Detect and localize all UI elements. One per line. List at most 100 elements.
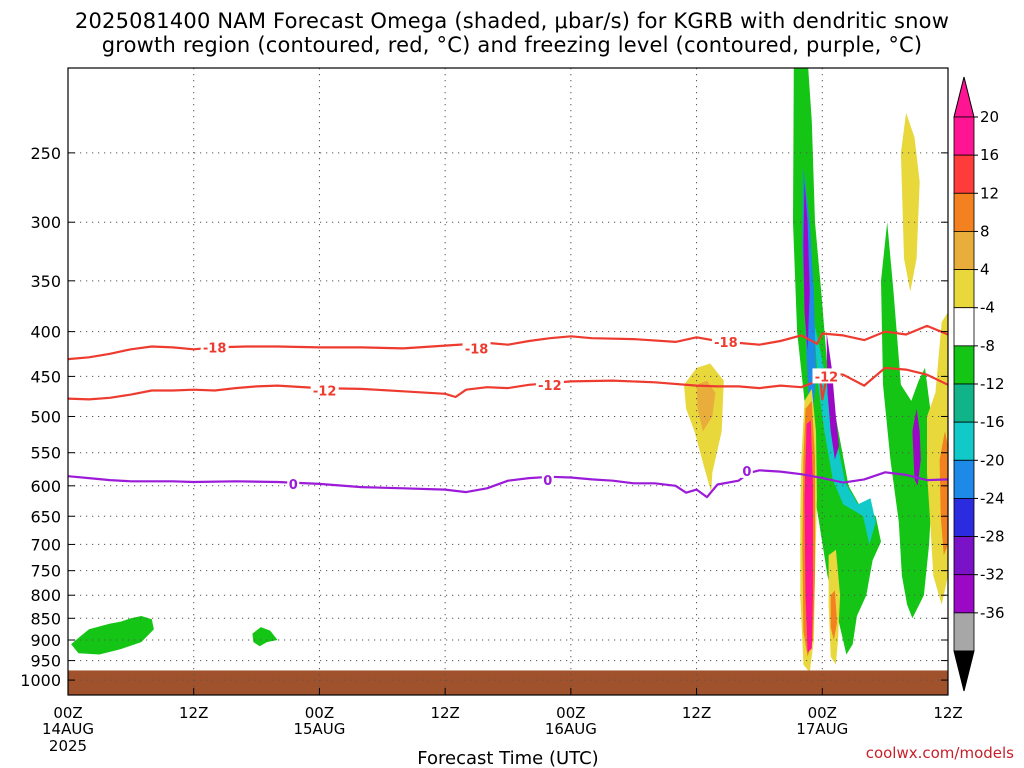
y-tick-label: 750 [30, 562, 61, 581]
omega-region-lowlevel-lift-1 [71, 616, 154, 655]
y-tick-label: 950 [30, 652, 61, 671]
omega-region-downdraft-magenta [804, 420, 813, 653]
colorbar-label: -24 [980, 489, 1005, 507]
colorbar-label: 16 [980, 146, 999, 164]
plot-content: -18 -18 -18 -12 -12 -12 0 0 0 [68, 68, 948, 695]
contour-label: 0 [543, 474, 552, 489]
x-tick-date-label: 16AUG [545, 720, 597, 738]
contour-label-bg [711, 333, 740, 349]
contour-label-bg [812, 368, 841, 384]
contour-label: -12 [538, 379, 562, 394]
y-tick-label: 250 [30, 144, 61, 163]
contour-label-bg [310, 382, 339, 398]
omega-region-updraft-purple-1 [803, 182, 810, 351]
omega-region-downdraft-orange-1 [696, 380, 716, 432]
x-tick-label: 00Z [53, 704, 82, 722]
x-tick-date-label: 14AUG [42, 720, 94, 738]
contour-label-bg [200, 339, 229, 355]
contour-label: -12 [815, 370, 839, 385]
colorbar-swatch [953, 383, 975, 423]
colorbar-swatch [953, 574, 975, 614]
colorbar-swatch [953, 231, 975, 270]
y-tick-label: 550 [30, 444, 61, 463]
contour-label-bg [462, 340, 491, 356]
colorbar-label: -8 [980, 337, 995, 355]
chart-title-line-2: growth region (contoured, red, °C) and f… [101, 33, 923, 57]
contour-label: 0 [742, 465, 751, 480]
contour-label: -18 [203, 341, 227, 356]
omega-region-downdraft-orange-4 [830, 590, 837, 640]
y-tick-label: 400 [30, 323, 61, 342]
y-tick-label: 700 [30, 535, 61, 554]
source-credit: coolwx.com/models [865, 744, 1014, 762]
contour-label: 0 [289, 478, 298, 493]
y-tick-label: 300 [30, 213, 61, 232]
x-tick-label: 00Z [305, 704, 334, 722]
colorbar-swatch [953, 154, 975, 194]
x-tick-label: 00Z [556, 704, 585, 722]
colorbar-label: 8 [980, 222, 990, 240]
colorbar-top-arrow [953, 76, 975, 118]
contour-label-bg [535, 376, 564, 392]
colorbar-label: -28 [980, 528, 1005, 546]
y-tick-label: 800 [30, 586, 61, 605]
colorbar-label: -32 [980, 566, 1005, 584]
y-tick-label: 850 [30, 609, 61, 628]
y-tick-label: 450 [30, 367, 61, 386]
colorbar-label: 20 [980, 108, 999, 126]
x-tick-label: 12Z [430, 704, 459, 722]
y-tick-label: 1000 [20, 671, 61, 690]
contour-label-bg [541, 472, 554, 488]
colorbar-swatch [953, 345, 975, 385]
colorbar-swatch [953, 192, 975, 232]
contour-label-bg [740, 462, 753, 478]
colorbar-swatch [953, 536, 975, 576]
omega-region-downdraft-orange-3 [939, 431, 948, 556]
colorbar-swatch [953, 421, 975, 461]
x-tick-label: 12Z [179, 704, 208, 722]
plot-area: -18 -18 -18 -12 -12 -12 0 0 0 [68, 68, 948, 695]
omega-region-updraft-purple-2 [826, 331, 839, 460]
omega-region-updraft-green-2 [881, 222, 933, 619]
contour-label: -12 [313, 385, 337, 400]
contour-label: -18 [714, 336, 738, 351]
x-tick-label: 12Z [933, 704, 962, 722]
omega-region-lowlevel-lift-2 [252, 627, 278, 647]
y-tick-label: 600 [30, 477, 61, 496]
y-tick-label: 650 [30, 507, 61, 526]
axes: 250 300 350 400 450 500 550 600 650 700 750 800 850 9… [20, 67, 963, 768]
y-tick-label: 350 [30, 272, 61, 291]
y-tick-label: 900 [30, 631, 61, 650]
x-tick-date-label: 15AUG [293, 720, 345, 738]
colorbar-label: -16 [980, 413, 1005, 431]
plot-frame [67, 67, 949, 696]
colorbar-label: 12 [980, 184, 999, 202]
x-tick-year-label: 2025 [49, 737, 87, 755]
colorbar-swatch [953, 269, 975, 309]
colorbar-label: 4 [980, 261, 990, 279]
colorbar-bottom-arrow [953, 650, 975, 692]
x-tick-label: 12Z [682, 704, 711, 722]
colorbar-label: -20 [980, 451, 1005, 469]
x-tick-date-label: 17AUG [796, 720, 848, 738]
colorbar-swatch [953, 116, 975, 156]
x-axis-title: Forecast Time (UTC) [417, 748, 598, 768]
colorbar-swatch [953, 459, 975, 499]
y-tick-label: 500 [30, 407, 61, 426]
contour-0 [68, 469, 948, 499]
ground-shading [68, 670, 948, 695]
colorbar-swatch [953, 307, 975, 347]
x-tick-label: 00Z [808, 704, 837, 722]
chart-title-line-1: 2025081400 NAM Forecast Omega (shaded, μ… [74, 9, 950, 33]
colorbar-label: -36 [980, 604, 1005, 622]
contour-label: -18 [465, 342, 489, 357]
contour--18 [68, 324, 948, 361]
colorbar-swatch [953, 498, 975, 537]
colorbar-label: -12 [980, 375, 1005, 393]
contour-label-bg [287, 475, 300, 491]
colorbar: 20 16 12 8 4 -4 -8 -12 -16 -20 -24 -28 -32 -36 [953, 76, 1005, 692]
omega-region-updraft-cyan [813, 322, 876, 545]
colorbar-swatch [953, 612, 975, 652]
omega-region-updraft-purple-3 [912, 408, 921, 486]
